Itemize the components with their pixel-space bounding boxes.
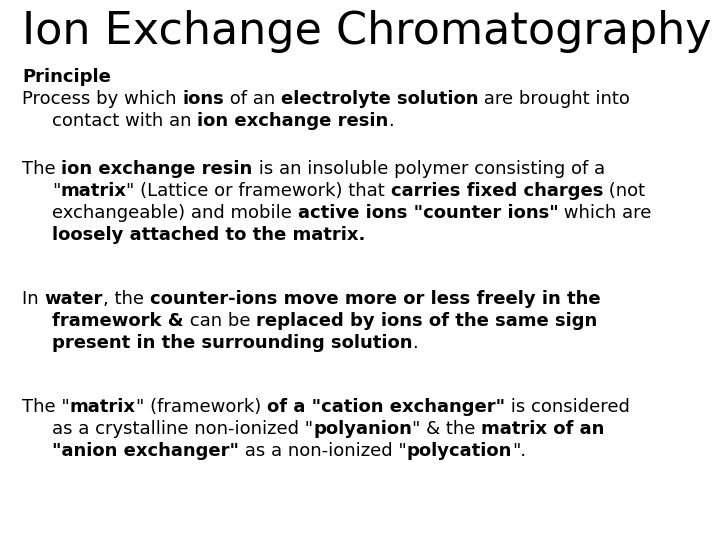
Text: as a crystalline non-ionized ": as a crystalline non-ionized ": [52, 420, 313, 438]
Text: , the: , the: [103, 290, 150, 308]
Text: are brought into: are brought into: [479, 90, 631, 108]
Text: The: The: [22, 160, 61, 178]
Text: Ion Exchange Chromatography: Ion Exchange Chromatography: [22, 10, 711, 53]
Text: " (framework): " (framework): [136, 398, 266, 416]
Text: replaced by ions of the same sign: replaced by ions of the same sign: [256, 312, 597, 330]
Text: matrix of an: matrix of an: [481, 420, 605, 438]
Text: ion exchange resin: ion exchange resin: [61, 160, 253, 178]
Text: matrix: matrix: [60, 182, 127, 200]
Text: " (Lattice or framework) that: " (Lattice or framework) that: [127, 182, 391, 200]
Text: .: .: [389, 112, 395, 130]
Text: counter-ions move more or less freely in the: counter-ions move more or less freely in…: [150, 290, 600, 308]
Text: exchangeable) and mobile: exchangeable) and mobile: [52, 204, 297, 222]
Text: In: In: [22, 290, 45, 308]
Text: is an insoluble polymer consisting of a: is an insoluble polymer consisting of a: [253, 160, 605, 178]
Text: ion exchange resin: ion exchange resin: [197, 112, 389, 130]
Text: ions: ions: [182, 90, 224, 108]
Text: "anion exchanger": "anion exchanger": [52, 442, 239, 460]
Text: .: .: [413, 334, 418, 352]
Text: of a "cation exchanger": of a "cation exchanger": [266, 398, 505, 416]
Text: which are: which are: [559, 204, 652, 222]
Text: carries fixed charges: carries fixed charges: [391, 182, 603, 200]
Text: is considered: is considered: [505, 398, 630, 416]
Text: contact with an: contact with an: [52, 112, 197, 130]
Text: present in the surrounding solution: present in the surrounding solution: [52, 334, 413, 352]
Text: polyanion: polyanion: [313, 420, 412, 438]
Text: as a non-ionized ": as a non-ionized ": [239, 442, 407, 460]
Text: loosely attached to the matrix.: loosely attached to the matrix.: [52, 226, 365, 244]
Text: water: water: [45, 290, 103, 308]
Text: active ions "counter ions": active ions "counter ions": [297, 204, 559, 222]
Text: (not: (not: [603, 182, 645, 200]
Text: polycation: polycation: [407, 442, 512, 460]
Text: Process by which: Process by which: [22, 90, 182, 108]
Text: electrolyte solution: electrolyte solution: [281, 90, 479, 108]
Text: can be: can be: [184, 312, 256, 330]
Text: framework &: framework &: [52, 312, 184, 330]
Text: ": ": [52, 182, 60, 200]
Text: The ": The ": [22, 398, 70, 416]
Text: " & the: " & the: [412, 420, 481, 438]
Text: Principle: Principle: [22, 68, 111, 86]
Text: ".: ".: [512, 442, 526, 460]
Text: of an: of an: [224, 90, 281, 108]
Text: matrix: matrix: [70, 398, 136, 416]
